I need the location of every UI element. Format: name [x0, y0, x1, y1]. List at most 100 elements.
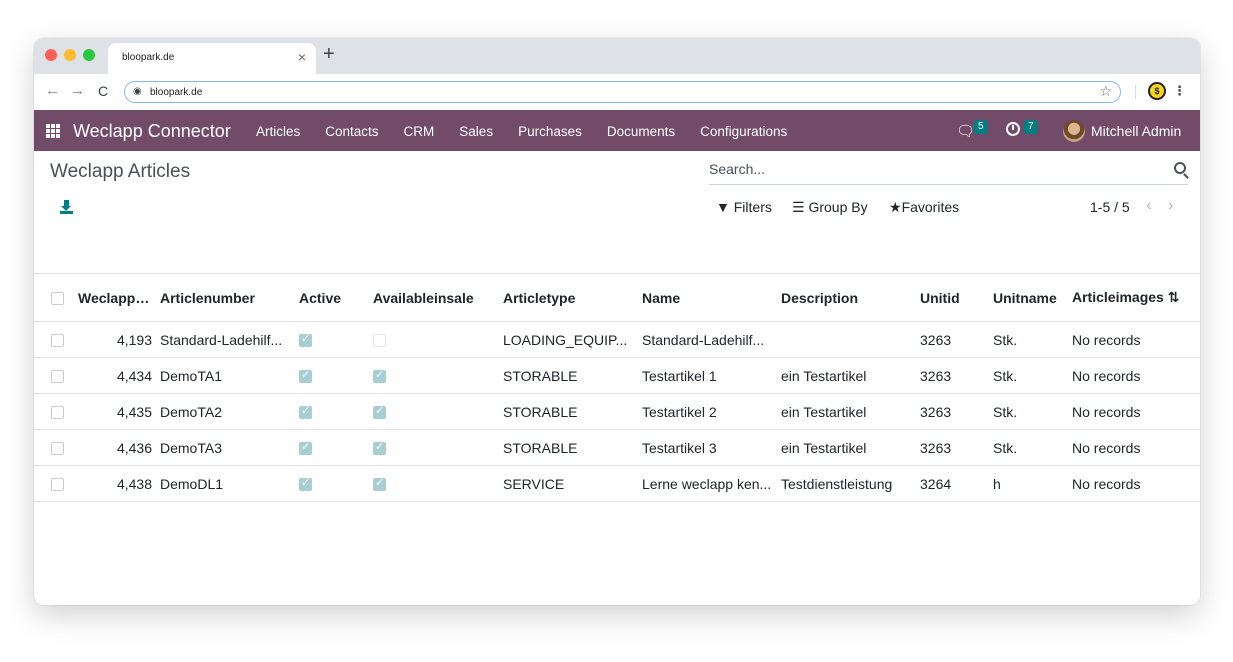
column-header-active[interactable]: Active [295, 273, 369, 322]
active-checkbox [299, 476, 312, 492]
back-icon[interactable]: ← [45, 82, 60, 99]
cell-availableinsale [369, 321, 499, 358]
app-brand[interactable]: Weclapp Connector [73, 121, 231, 141]
filters-button[interactable]: ▼ Filters [716, 199, 772, 215]
browser-menu-icon[interactable]: ⋮ [1173, 83, 1186, 98]
search-input[interactable] [709, 159, 1149, 179]
table-row[interactable]: 4,434 DemoTA1 STORABLE Testartikel 1 ein… [34, 357, 1200, 394]
column-header-availableinsale[interactable]: Availableinsale [369, 273, 499, 322]
user-menu[interactable]: Mitchell Admin [1091, 123, 1182, 139]
column-header-articletype[interactable]: Articletype [499, 273, 638, 322]
table-row[interactable]: 4,436 DemoTA3 STORABLE Testartikel 3 ein… [34, 429, 1200, 466]
forward-icon[interactable]: → [70, 82, 85, 99]
address-bar: ← → C ◉ bloopark.de ☆ $ ⋮ [34, 74, 1200, 110]
availableinsale-checkbox [373, 334, 386, 348]
row-checkbox[interactable] [51, 478, 64, 492]
cell-name: Lerne weclapp ken... [638, 465, 777, 502]
column-header-description[interactable]: Description [777, 273, 916, 322]
tab-close-icon[interactable]: × [297, 49, 306, 65]
cell-active [295, 321, 369, 358]
cell-unitname: Stk. [989, 321, 1068, 358]
cell-description: ein Testartikel [777, 393, 916, 430]
group-by-label: Group By [808, 199, 868, 215]
cell-articleimages: No records [1068, 465, 1200, 502]
browser-tab[interactable]: bloopark.de × [108, 43, 316, 74]
favorites-label: Favorites [901, 199, 960, 215]
toolbar-divider [1135, 85, 1136, 99]
cell-active [295, 429, 369, 466]
url-text: bloopark.de [150, 87, 203, 98]
cell-articletype: STORABLE [499, 357, 638, 394]
column-header-weclapp-id[interactable]: Weclapp ID [74, 273, 156, 322]
avatar[interactable] [1063, 120, 1085, 142]
menu-item-sales[interactable]: Sales [459, 124, 494, 139]
column-header-articleimages[interactable]: Articleimages ⇅ [1068, 273, 1200, 322]
menu-item-contacts[interactable]: Contacts [325, 124, 379, 139]
minimize-window-button[interactable] [64, 49, 76, 61]
maximize-window-button[interactable] [83, 49, 95, 61]
column-header-articlenumber[interactable]: Articlenumber [156, 273, 295, 322]
layers-icon: ☰ [792, 199, 805, 215]
download-icon[interactable] [60, 200, 73, 214]
url-field[interactable]: ◉ bloopark.de [124, 81, 1121, 103]
menu-item-articles[interactable]: Articles [256, 124, 301, 139]
cell-articlenumber: DemoTA2 [156, 393, 295, 430]
filters-label: Filters [733, 199, 772, 215]
cell-description: Testdienstleistung [777, 465, 916, 502]
column-header-name[interactable]: Name [638, 273, 777, 322]
menu-item-crm[interactable]: CRM [403, 124, 435, 139]
sliders-icon[interactable]: ⇅ [1167, 289, 1180, 305]
menu-item-configurations[interactable]: Configurations [700, 124, 788, 139]
cell-articlenumber: DemoDL1 [156, 465, 295, 502]
row-checkbox[interactable] [51, 334, 64, 348]
menu-item-purchases[interactable]: Purchases [518, 124, 582, 139]
row-checkbox[interactable] [51, 406, 64, 420]
row-checkbox[interactable] [51, 370, 64, 384]
cell-unitname: Stk. [989, 357, 1068, 394]
table-header-row: Weclapp ID Articlenumber Active Availabl… [34, 273, 1200, 322]
pager-value[interactable]: 1-5 / 5 [1090, 199, 1130, 215]
browser-window: bloopark.de × + ← → C ◉ bloopark.de ☆ $ … [34, 38, 1200, 605]
table-row[interactable]: 4,438 DemoDL1 SERVICE Lerne weclapp ken.… [34, 465, 1200, 502]
cell-articleimages: No records [1068, 357, 1200, 394]
cell-articlenumber: DemoTA3 [156, 429, 295, 466]
extension-icon[interactable]: $ [1148, 82, 1166, 100]
cell-unitid: 3263 [916, 357, 989, 394]
chat-icon[interactable]: 🗨 [956, 123, 976, 140]
close-window-button[interactable] [45, 49, 57, 61]
cell-active [295, 357, 369, 394]
cell-weclapp-id: 4,435 [74, 393, 156, 430]
select-all-checkbox[interactable] [51, 292, 64, 306]
menu-item-documents[interactable]: Documents [606, 124, 676, 139]
clock-icon[interactable] [1006, 122, 1020, 136]
main-content: Weclapp Articles ▼ Filters ☰ Group By ★F… [34, 151, 1200, 605]
pager-next-button[interactable]: › [1168, 197, 1174, 214]
cell-weclapp-id: 4,436 [74, 429, 156, 466]
site-info-icon[interactable]: ◉ [133, 86, 142, 97]
cell-active [295, 465, 369, 502]
availableinsale-checkbox [373, 368, 386, 384]
cell-articleimages: No records [1068, 429, 1200, 466]
new-tab-button[interactable]: + [323, 43, 335, 65]
pager-previous-button[interactable]: ‹ [1146, 197, 1152, 214]
table-row[interactable]: 4,193 Standard-Ladehilf... LOADING_EQUIP… [34, 321, 1200, 358]
group-by-button[interactable]: ☰ Group By [792, 199, 868, 216]
table-row[interactable]: 4,435 DemoTA2 STORABLE Testartikel 2 ein… [34, 393, 1200, 430]
activities-count-badge: 7 [1024, 120, 1038, 134]
favorites-button[interactable]: ★Favorites [889, 199, 959, 216]
reload-icon[interactable]: C [98, 83, 109, 99]
search-icon[interactable] [1174, 162, 1186, 174]
cell-unitname: h [989, 465, 1068, 502]
cell-name: Testartikel 1 [638, 357, 777, 394]
cell-unitid: 3263 [916, 321, 989, 358]
column-header-unitid[interactable]: Unitid [916, 273, 989, 322]
bookmark-star-icon[interactable]: ☆ [1099, 83, 1112, 99]
column-header-unitname[interactable]: Unitname [989, 273, 1068, 322]
apps-grid-icon[interactable] [46, 124, 60, 138]
window-controls [45, 49, 95, 61]
row-checkbox[interactable] [51, 442, 64, 456]
cell-availableinsale [369, 429, 499, 466]
cell-availableinsale [369, 357, 499, 394]
cell-unitid: 3263 [916, 429, 989, 466]
column-header-articleimages-label: Articleimages [1072, 289, 1164, 305]
